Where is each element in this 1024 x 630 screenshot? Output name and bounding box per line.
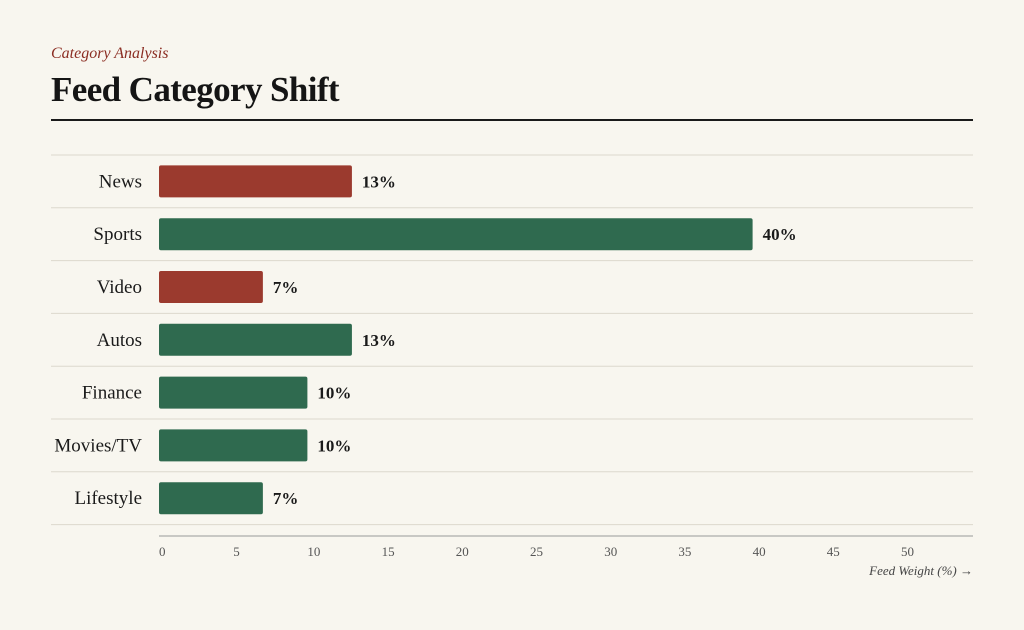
x-axis-title: Feed Weight (%) → xyxy=(868,563,973,578)
bar xyxy=(159,323,352,356)
title-divider xyxy=(51,119,973,121)
x-tick-label: 35 xyxy=(678,544,691,559)
value-label: 7% xyxy=(273,278,299,297)
category-label: Finance xyxy=(82,383,142,404)
category-label: Autos xyxy=(97,330,142,351)
x-tick-label: 0 xyxy=(159,544,166,559)
value-label: 7% xyxy=(273,489,299,508)
x-tick-label: 45 xyxy=(827,544,840,559)
x-tick-label: 20 xyxy=(456,544,469,559)
category-label: Lifestyle xyxy=(74,488,142,509)
x-tick-label: 30 xyxy=(604,544,617,559)
bar xyxy=(159,376,308,409)
x-tick-label: 15 xyxy=(382,544,395,559)
chart-title: Feed Category Shift xyxy=(51,70,340,109)
chart-subtitle: Category Analysis xyxy=(51,45,169,62)
category-label: Sports xyxy=(93,224,142,245)
chart-header: Category Analysis Feed Category Shift xyxy=(51,44,973,111)
x-tick-label: 10 xyxy=(307,544,320,559)
bar xyxy=(159,271,263,303)
x-tick-label: 25 xyxy=(530,544,543,559)
value-label: 10% xyxy=(317,384,351,403)
x-tick-label: 50 xyxy=(901,544,914,559)
value-label: 10% xyxy=(317,436,351,455)
category-label: Movies/TV xyxy=(54,435,142,456)
category-label: Video xyxy=(97,277,142,298)
bar xyxy=(159,482,263,515)
x-tick-label: 5 xyxy=(233,544,240,559)
category-label: News xyxy=(99,171,142,192)
x-tick-label: 40 xyxy=(753,544,766,559)
value-label: 13% xyxy=(362,331,396,350)
value-label: 13% xyxy=(362,172,396,191)
value-label: 40% xyxy=(763,225,797,244)
bar xyxy=(159,165,352,198)
bar xyxy=(159,218,753,251)
bar xyxy=(159,429,308,462)
